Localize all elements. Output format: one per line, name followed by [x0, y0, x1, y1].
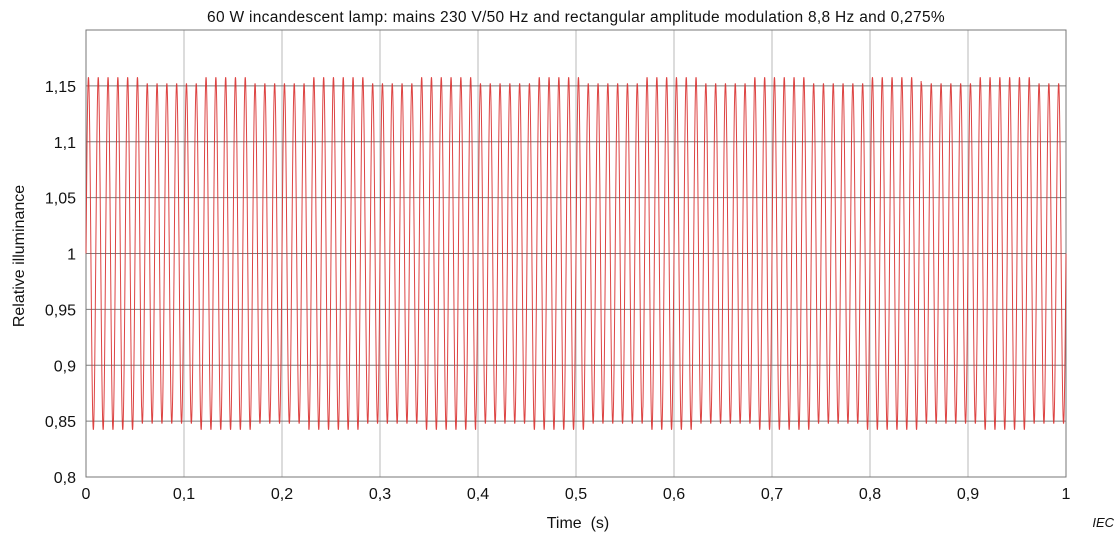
x-tick-label: 0,4: [467, 486, 489, 503]
y-tick-label: 1,15: [45, 79, 76, 96]
y-axis-ticks: 0,8 0,85 0,9 0,95 1 1,05 1,1 1,15: [45, 79, 76, 487]
y-tick-label: 0,9: [54, 358, 76, 375]
y-tick-label: 0,85: [45, 414, 76, 431]
x-axis-ticks: 0 0,1 0,2 0,3 0,4 0,5 0,6 0,7 0,8 0,9 1: [82, 486, 1071, 503]
chart-title: 60 W incandescent lamp: mains 230 V/50 H…: [207, 9, 945, 26]
y-tick-label: 1,05: [45, 191, 76, 208]
y-tick-label: 0,95: [45, 302, 76, 319]
iec-credit: IEC: [1092, 515, 1114, 530]
x-tick-label: 0,7: [761, 486, 783, 503]
y-tick-label: 0,8: [54, 470, 76, 487]
x-tick-label: 0,2: [271, 486, 293, 503]
x-tick-label: 0: [82, 486, 91, 503]
x-tick-label: 0,9: [957, 486, 979, 503]
x-tick-label: 0,5: [565, 486, 587, 503]
y-tick-label: 1: [67, 247, 76, 264]
x-tick-label: 0,1: [173, 486, 195, 503]
x-tick-label: 0,6: [663, 486, 685, 503]
x-tick-label: 1: [1062, 486, 1071, 503]
x-tick-label: 0,8: [859, 486, 881, 503]
x-tick-label: 0,3: [369, 486, 391, 503]
y-axis-label: Relative illuminance: [11, 185, 28, 327]
x-axis-label: Time (s): [547, 515, 610, 532]
y-tick-label: 1,1: [54, 135, 76, 152]
